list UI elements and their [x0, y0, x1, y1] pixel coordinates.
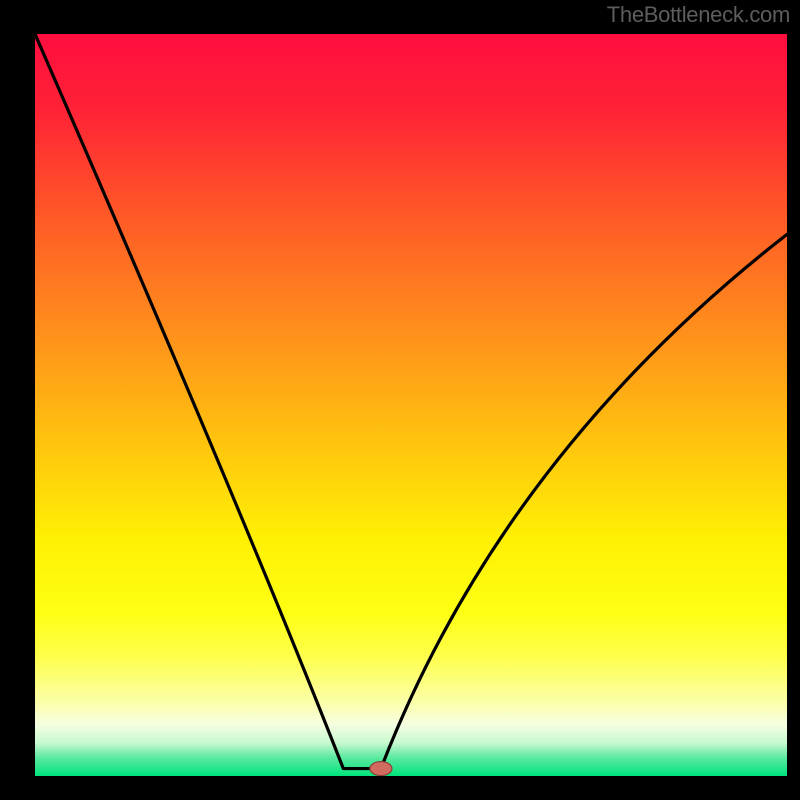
chart-container: TheBottleneck.com [0, 0, 800, 800]
plot-background [35, 34, 787, 776]
optimal-point-marker [370, 762, 392, 776]
bottleneck-chart [0, 0, 800, 800]
watermark-text: TheBottleneck.com [607, 2, 790, 28]
